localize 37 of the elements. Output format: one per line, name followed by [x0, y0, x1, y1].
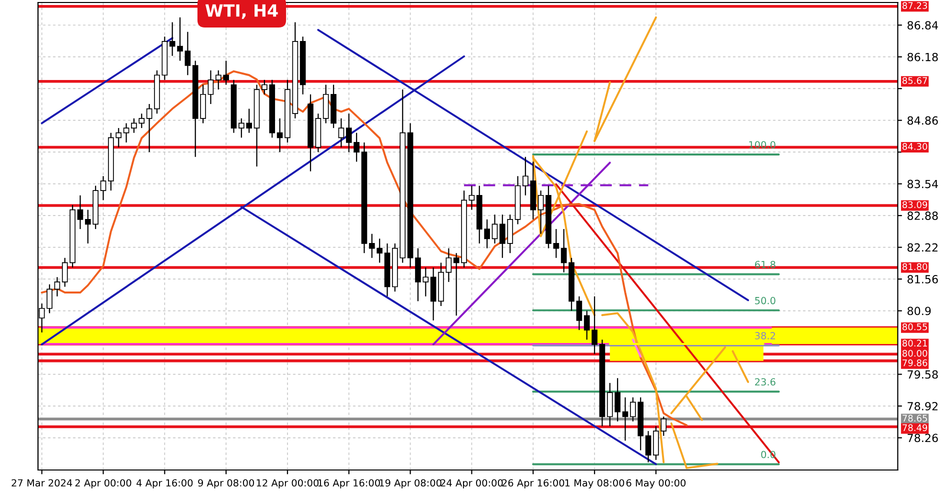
x-tick-label: 19 Apr 08:00 — [380, 479, 442, 488]
x-tick-label: 1 May 08:00 — [565, 479, 624, 488]
ref-line-label: 87.23 — [902, 2, 928, 9]
ref-line-label: 83.09 — [902, 201, 928, 208]
x-tick-label: 9 Apr 08:00 — [198, 479, 254, 488]
y-tick-label: 78.92 — [908, 402, 938, 410]
y-tick-label: 82.22 — [908, 243, 938, 252]
x-tick-label: 6 May 00:00 — [626, 479, 686, 488]
x-tick-label: 4 Apr 16:00 — [136, 479, 193, 488]
x-tick-label: 2 Apr 00:00 — [75, 479, 132, 488]
series-label: 50.0 — [755, 296, 776, 304]
chart-title: WTI, H4 — [205, 4, 278, 19]
y-tick-label: 86.18 — [908, 52, 938, 62]
x-tick-label: 24 Apr 00:00 — [440, 479, 503, 488]
series-label: 23.6 — [755, 378, 776, 386]
y-tick-label: 79.58 — [908, 370, 938, 379]
series-label: 38.2 — [755, 332, 776, 340]
ref-line-label: 80.55 — [902, 323, 927, 330]
y-tick-label: 80.9 — [908, 306, 931, 316]
x-tick-label: 26 Apr 16:00 — [502, 479, 564, 488]
x-tick-label: 27 Mar 2024 — [12, 479, 72, 487]
y-tick-label: 81.56 — [908, 275, 938, 284]
ref-line-label: 78.49 — [902, 424, 928, 432]
ref-line-label: 80.21 — [902, 340, 927, 347]
ref-line-label: 80.00 — [902, 350, 928, 357]
x-tick-label: 16 Apr 16:00 — [318, 479, 380, 488]
y-tick-label: 82.88 — [908, 212, 938, 220]
ref-line-label: 78.65 — [902, 414, 927, 422]
ref-line-label: 84.30 — [902, 143, 928, 150]
y-tick-label: 78.26 — [908, 434, 938, 442]
y-tick-label: 84.86 — [908, 116, 938, 125]
x-tick-label: 12 Apr 00:00 — [256, 479, 319, 488]
y-tick-label: 83.54 — [908, 180, 938, 188]
ref-line-label: 85.67 — [902, 77, 927, 84]
ref-line-label: 79.86 — [902, 359, 928, 366]
ref-line-label: 81.80 — [902, 263, 928, 270]
y-tick-label: 86.84 — [908, 21, 938, 30]
